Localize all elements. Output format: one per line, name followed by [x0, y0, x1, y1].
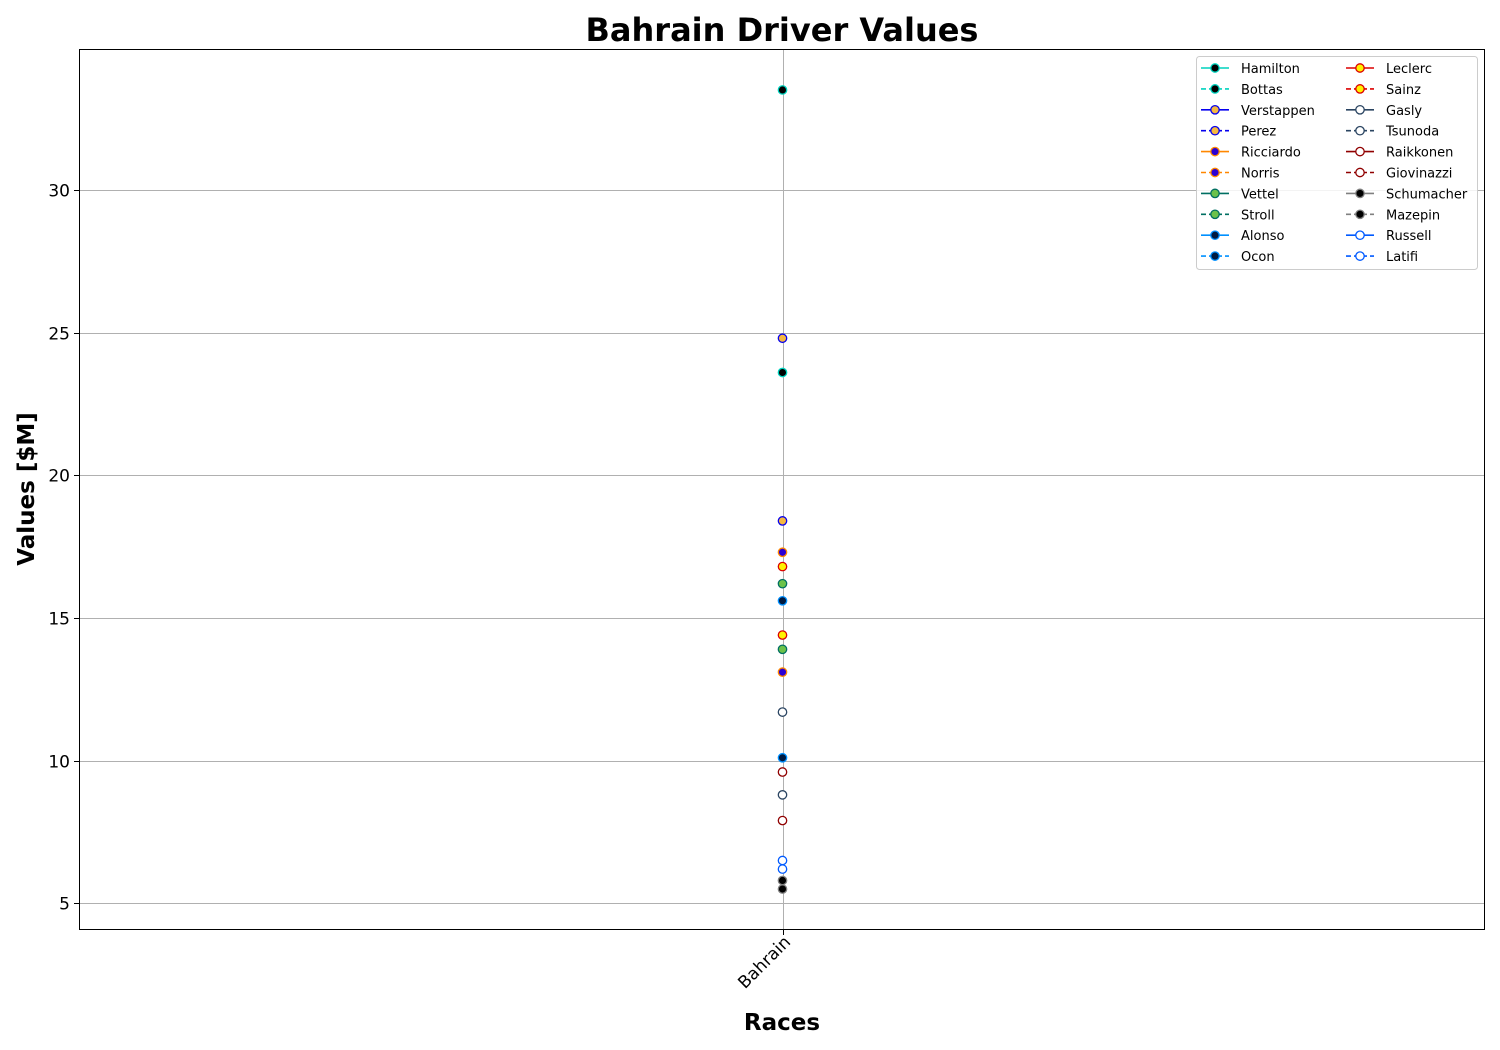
data-markers	[777, 85, 788, 894]
legend-label: Perez	[1241, 125, 1276, 140]
data-point-vettel	[777, 578, 788, 589]
legend-marker	[1210, 104, 1220, 115]
legend-label: Verstappen	[1241, 104, 1315, 119]
data-point-schumacher	[777, 875, 788, 886]
legend-marker	[1355, 251, 1365, 261]
data-point-mazepin	[777, 884, 788, 894]
legend-marker	[1355, 125, 1365, 136]
legend-label: Stroll	[1241, 208, 1275, 223]
legend-entry-stroll: Stroll	[1201, 208, 1275, 223]
data-point-giovinazzi	[777, 767, 788, 777]
y-axis-ticks: 5 10 15 20 25 30	[48, 182, 80, 915]
data-point-russell	[777, 864, 788, 874]
legend-entry-mazepin: Mazepin	[1346, 208, 1440, 223]
legend-label: Gasly	[1386, 104, 1422, 119]
legend-marker	[1355, 146, 1365, 157]
legend-marker	[1355, 167, 1365, 178]
legend-marker	[1210, 230, 1220, 241]
data-point-raikkonen	[777, 815, 788, 826]
legend-label: Schumacher	[1386, 187, 1468, 202]
legend-marker	[1355, 230, 1365, 241]
legend-marker	[1210, 251, 1220, 261]
legend-entry-schumacher: Schumacher	[1346, 187, 1468, 202]
legend-entry-hamilton: Hamilton	[1201, 62, 1300, 77]
legend-entry-verstappen: Verstappen	[1201, 104, 1315, 119]
legend-label: Ricciardo	[1241, 146, 1301, 161]
data-point-ricciardo	[777, 667, 788, 677]
y-axis-label: Values [$M]	[14, 412, 40, 566]
legend-label: Raikkonen	[1386, 146, 1453, 161]
legend-entry-gasly: Gasly	[1346, 104, 1422, 119]
legend-marker	[1210, 146, 1220, 157]
legend-entry-norris: Norris	[1201, 167, 1280, 182]
legend-label: Russell	[1386, 229, 1431, 244]
legend-label: Latifi	[1386, 250, 1418, 265]
legend-marker	[1210, 84, 1220, 94]
legend-marker	[1210, 167, 1220, 178]
data-point-stroll	[777, 644, 788, 655]
legend-label: Giovinazzi	[1386, 167, 1452, 182]
legend-marker	[1210, 209, 1220, 220]
data-point-sainz	[777, 561, 788, 572]
legend-marker	[1355, 63, 1365, 73]
legend-entry-russell: Russell	[1346, 229, 1431, 244]
data-point-tsunoda	[777, 790, 788, 800]
y-tick-label: 30	[48, 182, 70, 202]
legend-entry-raikkonen: Raikkonen	[1346, 146, 1453, 161]
data-point-gasly	[777, 707, 788, 717]
y-tick-label: 10	[48, 753, 70, 773]
legend-label: Tsunoda	[1385, 125, 1439, 140]
data-point-bottas	[777, 367, 788, 378]
legend-label: Alonso	[1241, 229, 1284, 244]
legend: Hamilton Bottas Verstappen Perez Ricciardo No…	[1196, 56, 1478, 270]
data-point-verstappen	[777, 333, 788, 344]
y-tick-label: 15	[48, 610, 70, 630]
data-point-ocon	[777, 752, 788, 763]
y-tick-label: 20	[48, 467, 70, 487]
legend-marker	[1355, 84, 1365, 94]
legend-marker	[1210, 63, 1220, 73]
data-point-leclerc	[777, 630, 788, 640]
legend-label: Hamilton	[1241, 62, 1300, 77]
legend-label: Ocon	[1241, 250, 1275, 265]
plot-area-frame	[79, 49, 1485, 930]
legend-entry-sainz: Sainz	[1346, 83, 1421, 98]
legend-entry-bottas: Bottas	[1201, 83, 1283, 98]
legend-label: Sainz	[1386, 83, 1421, 98]
legend-label: Bottas	[1241, 83, 1283, 98]
legend-entry-tsunoda: Tsunoda	[1346, 125, 1439, 140]
legend-entry-giovinazzi: Giovinazzi	[1346, 167, 1452, 182]
data-point-norris	[777, 547, 788, 558]
chart-title: Bahrain Driver Values	[586, 11, 979, 49]
legend-label: Leclerc	[1386, 62, 1432, 77]
legend-box	[1196, 56, 1478, 270]
legend-entry-ocon: Ocon	[1201, 250, 1275, 265]
legend-marker	[1355, 188, 1365, 199]
legend-marker	[1210, 188, 1220, 199]
data-point-perez	[777, 516, 788, 526]
data-point-alonso	[777, 595, 788, 606]
legend-label: Vettel	[1241, 187, 1279, 202]
legend-marker	[1210, 125, 1220, 136]
y-tick-label: 25	[48, 325, 70, 345]
x-axis-label: Races	[744, 1010, 820, 1036]
legend-entry-alonso: Alonso	[1201, 229, 1284, 244]
legend-marker	[1355, 104, 1365, 115]
legend-label: Mazepin	[1386, 208, 1440, 223]
y-tick-label: 5	[59, 895, 70, 915]
data-point-hamilton	[777, 85, 788, 95]
legend-entry-latifi: Latifi	[1346, 250, 1418, 265]
legend-marker	[1355, 209, 1365, 220]
legend-entry-ricciardo: Ricciardo	[1201, 146, 1301, 161]
legend-entry-perez: Perez	[1201, 125, 1276, 140]
legend-entry-vettel: Vettel	[1201, 187, 1279, 202]
data-point-latifi	[777, 855, 788, 866]
legend-label: Norris	[1241, 167, 1280, 182]
legend-entry-leclerc: Leclerc	[1346, 62, 1432, 77]
